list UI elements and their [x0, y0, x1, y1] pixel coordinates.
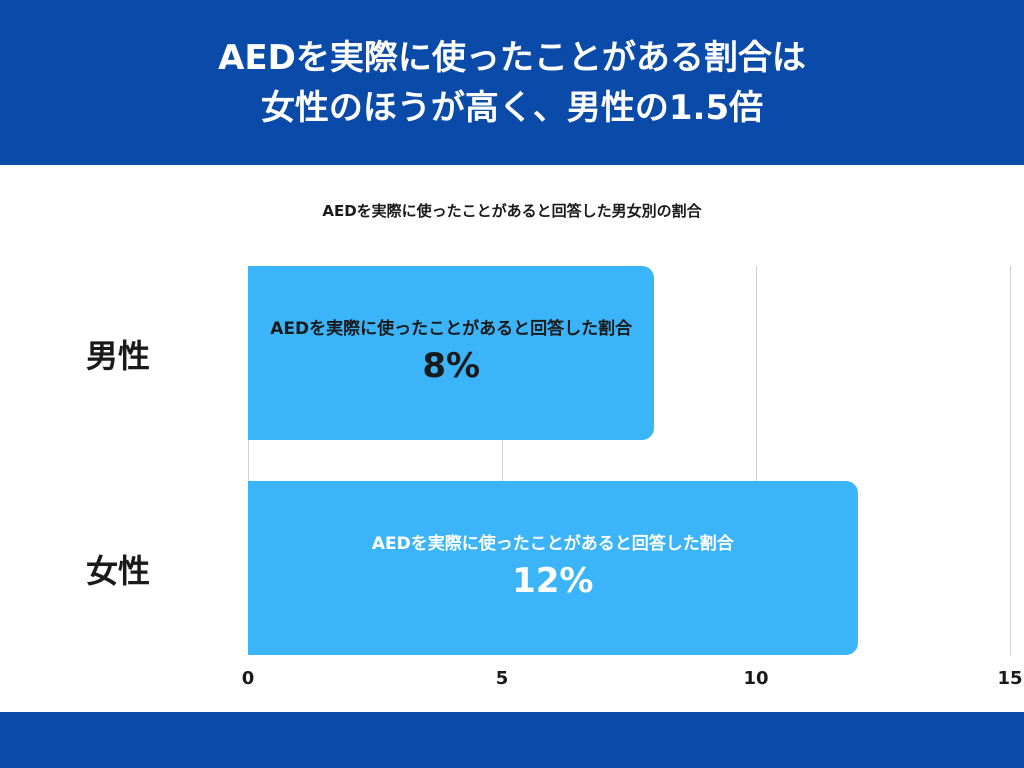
footer: [0, 712, 1024, 768]
value-label: 12%: [512, 560, 594, 601]
x-tick-label: 15: [997, 668, 1023, 689]
chart-title: AEDを実際に使ったことがあると回答した男女別の割合: [322, 202, 702, 220]
x-tick-label: 10: [743, 668, 769, 689]
bar: AEDを実際に使ったことがあると回答した割合 8%: [248, 266, 655, 440]
value-label: 8%: [422, 346, 481, 386]
grid-line: [756, 266, 757, 655]
title-line: 女性のほうが高く、男性の1.5倍: [260, 88, 764, 128]
y-tick-label: 男性: [85, 337, 150, 375]
bar: AEDを実際に使ったことがあると回答した割合 12%: [248, 480, 858, 655]
header: AEDを実際に使ったことがある割合は 女性のほうが高く、男性の1.5倍: [0, 0, 1024, 165]
grid-line: [502, 266, 503, 655]
y-tick-label: 女性: [85, 551, 150, 590]
title-line: AEDを実際に使ったことがある割合は: [218, 38, 806, 78]
x-tick-label: 5: [495, 668, 509, 689]
bar-series-label: AEDを実際に使ったことがあると回答した割合: [371, 533, 734, 554]
bar-series-label: AEDを実際に使ったことがあると回答した割合: [270, 319, 633, 339]
grid-line: [248, 266, 249, 655]
x-tick-label: 0: [241, 668, 255, 689]
grid-line: [1010, 266, 1011, 655]
